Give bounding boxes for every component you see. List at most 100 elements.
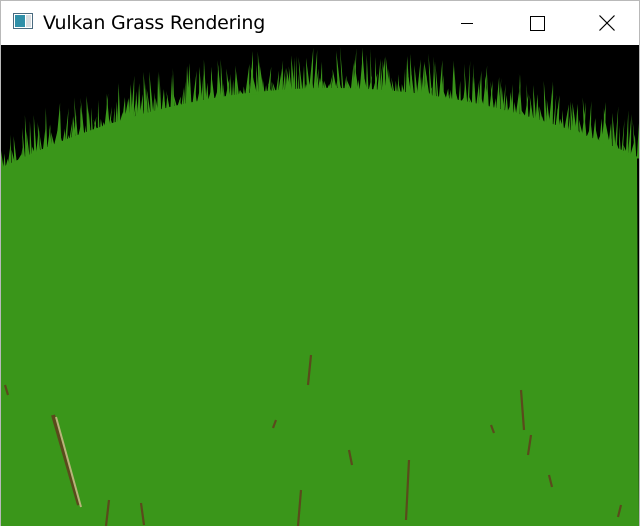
grass-blade <box>93 119 98 131</box>
grass-blade <box>293 57 296 92</box>
grass-blade <box>267 66 272 93</box>
grass-blade <box>610 138 612 148</box>
close-button[interactable] <box>584 1 630 45</box>
grass-blade <box>447 93 450 100</box>
grass-blade <box>259 61 264 94</box>
grass-blade-detail <box>139 502 146 526</box>
grass-blade <box>452 60 455 101</box>
grass-blade <box>460 96 465 103</box>
grass-blade <box>473 64 476 105</box>
grass-blade <box>582 97 587 137</box>
grass-blade <box>332 68 337 91</box>
render-viewport[interactable] <box>1 45 639 526</box>
grass-blade-detail <box>547 474 554 488</box>
grass-blade <box>214 88 219 100</box>
grass-blade <box>566 124 569 131</box>
grass-blade <box>49 125 52 149</box>
grass-blade <box>309 47 314 91</box>
grass-blade <box>106 93 110 127</box>
minimize-icon <box>461 17 473 29</box>
grass-blade <box>455 90 459 102</box>
grass-blade <box>428 53 433 98</box>
grass-blade <box>60 136 63 144</box>
grass-blade <box>130 75 135 120</box>
grass-blade <box>442 89 447 100</box>
grass-blade <box>493 98 497 110</box>
vulkan-app-icon <box>13 13 33 29</box>
grass-blade <box>86 96 91 134</box>
grass-blade <box>306 57 311 91</box>
grass-blade <box>109 116 113 126</box>
grass-blade-detail <box>404 459 411 521</box>
grass-blade <box>194 87 197 104</box>
grass-blade <box>553 94 557 127</box>
grass-blade <box>298 57 303 91</box>
grass-blade <box>179 99 183 107</box>
grass-blade <box>490 81 494 109</box>
grass-blade <box>543 80 548 124</box>
grass-blade <box>480 96 484 107</box>
grass-blade <box>201 74 204 103</box>
grass-blade <box>33 115 37 155</box>
grass-blade <box>250 66 256 95</box>
grass-blade <box>636 123 639 159</box>
grass-blade <box>181 87 184 107</box>
grass-blade-detail <box>296 489 303 526</box>
grass-blade-detail <box>271 419 278 429</box>
grass-blade <box>575 103 579 134</box>
grass-blade <box>189 95 193 105</box>
grass-blade <box>163 101 166 111</box>
grass-blade <box>500 85 504 112</box>
grass-blade <box>597 135 601 142</box>
grass-blade <box>62 128 66 143</box>
grass-blade <box>353 48 357 91</box>
title-bar[interactable]: Vulkan Grass Rendering <box>1 1 639 45</box>
grass-blade <box>262 78 265 94</box>
grass-blade <box>235 65 240 97</box>
grass-blade <box>311 75 314 91</box>
grass-blade <box>468 95 473 105</box>
grass-blade <box>454 66 457 102</box>
grass-blade <box>247 82 251 96</box>
grass-blade <box>335 78 338 91</box>
grass-blade <box>276 70 280 93</box>
grass-blade <box>38 128 43 152</box>
grass-blade <box>88 108 91 133</box>
grass-blade <box>504 95 509 113</box>
grass-blade-detail <box>526 434 533 456</box>
grass-blade <box>188 63 192 105</box>
grass-blade <box>268 83 272 93</box>
grass-blade <box>159 74 162 112</box>
grass-blade <box>382 59 387 93</box>
grass-blade <box>205 82 209 102</box>
grass-blade-detail <box>306 354 313 386</box>
grass-blade <box>344 75 348 91</box>
minimize-button[interactable] <box>444 1 490 45</box>
grass-blade <box>632 119 637 158</box>
grass-blade <box>100 118 103 130</box>
grass-blade <box>166 90 170 110</box>
grass-blade <box>29 121 32 157</box>
grass-blade <box>435 61 439 99</box>
grass-field <box>1 46 639 526</box>
grass-blade <box>24 115 28 159</box>
grass-blade <box>518 74 521 116</box>
grass-blade <box>271 81 274 93</box>
grass-blade <box>403 68 406 94</box>
grass-blade <box>199 66 203 103</box>
grass-blade <box>149 71 154 114</box>
maximize-button[interactable] <box>514 1 560 45</box>
grass-blade <box>122 97 126 123</box>
grass-blade <box>599 118 603 143</box>
grass-blade <box>433 56 437 98</box>
grass-blade <box>467 60 471 104</box>
grass-blade <box>302 65 306 91</box>
grass-blade-detail <box>347 449 354 466</box>
grass-blade <box>526 83 529 119</box>
grass-blade <box>69 117 74 141</box>
grass-blade <box>518 73 523 117</box>
grass-blade <box>97 100 100 130</box>
grass-blade <box>366 54 369 91</box>
grass-blade <box>419 76 423 96</box>
grass-blade-detail <box>51 414 81 506</box>
